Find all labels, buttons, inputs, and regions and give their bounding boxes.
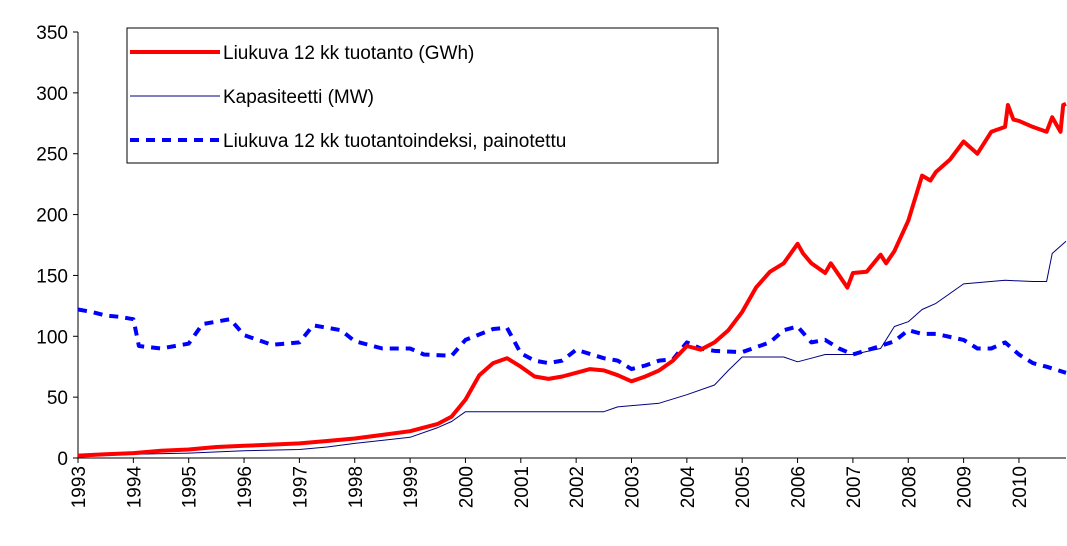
- x-tick-label: 1997: [290, 466, 311, 508]
- x-tick-label: 2003: [623, 466, 644, 508]
- legend: Liukuva 12 kk tuotanto (GWh) Kapasiteetti…: [126, 27, 719, 164]
- x-tick-label: 2008: [899, 466, 920, 508]
- x-tick-label: 1995: [180, 466, 201, 508]
- x-tick-label: 1996: [235, 466, 256, 508]
- data-line: [77, 307, 1067, 375]
- y-tick-label: 250: [36, 145, 68, 166]
- x-tick-label: 1999: [401, 466, 422, 508]
- y-tick-label: 100: [36, 327, 68, 348]
- x-tick-label: 2006: [789, 466, 810, 508]
- x-tick-label: 2000: [456, 466, 477, 508]
- legend-label: Liukuva 12 kk tuotanto (GWh): [223, 43, 474, 64]
- legend-label: Liukuva 12 kk tuotantoindeksi, painotett…: [223, 131, 566, 152]
- legend-box: [126, 27, 719, 164]
- x-tick-label: 2002: [567, 466, 588, 508]
- data-line: [77, 240, 1067, 458]
- legend-label: Kapasiteetti (MW): [223, 87, 374, 108]
- y-tick-label: 150: [36, 266, 68, 287]
- x-tick-label: 2005: [733, 466, 754, 508]
- x-tick-label: 1998: [346, 466, 367, 508]
- y-tick-label: 50: [47, 388, 68, 409]
- x-tick-label: 2004: [678, 466, 699, 509]
- x-tick-label: 2001: [512, 466, 533, 508]
- x-tick-label: 2010: [1010, 466, 1031, 508]
- y-tick-label: 200: [36, 206, 68, 227]
- data-line: [77, 101, 1067, 458]
- y-tick-label: 0: [57, 449, 68, 470]
- y-tick-label: 350: [36, 23, 68, 44]
- y-tick-label: 300: [36, 84, 68, 105]
- x-tick-label: 2009: [955, 466, 976, 508]
- x-tick-label: 1994: [124, 466, 145, 509]
- x-tick-label: 1993: [69, 466, 90, 508]
- x-tick-label: 2007: [844, 466, 865, 508]
